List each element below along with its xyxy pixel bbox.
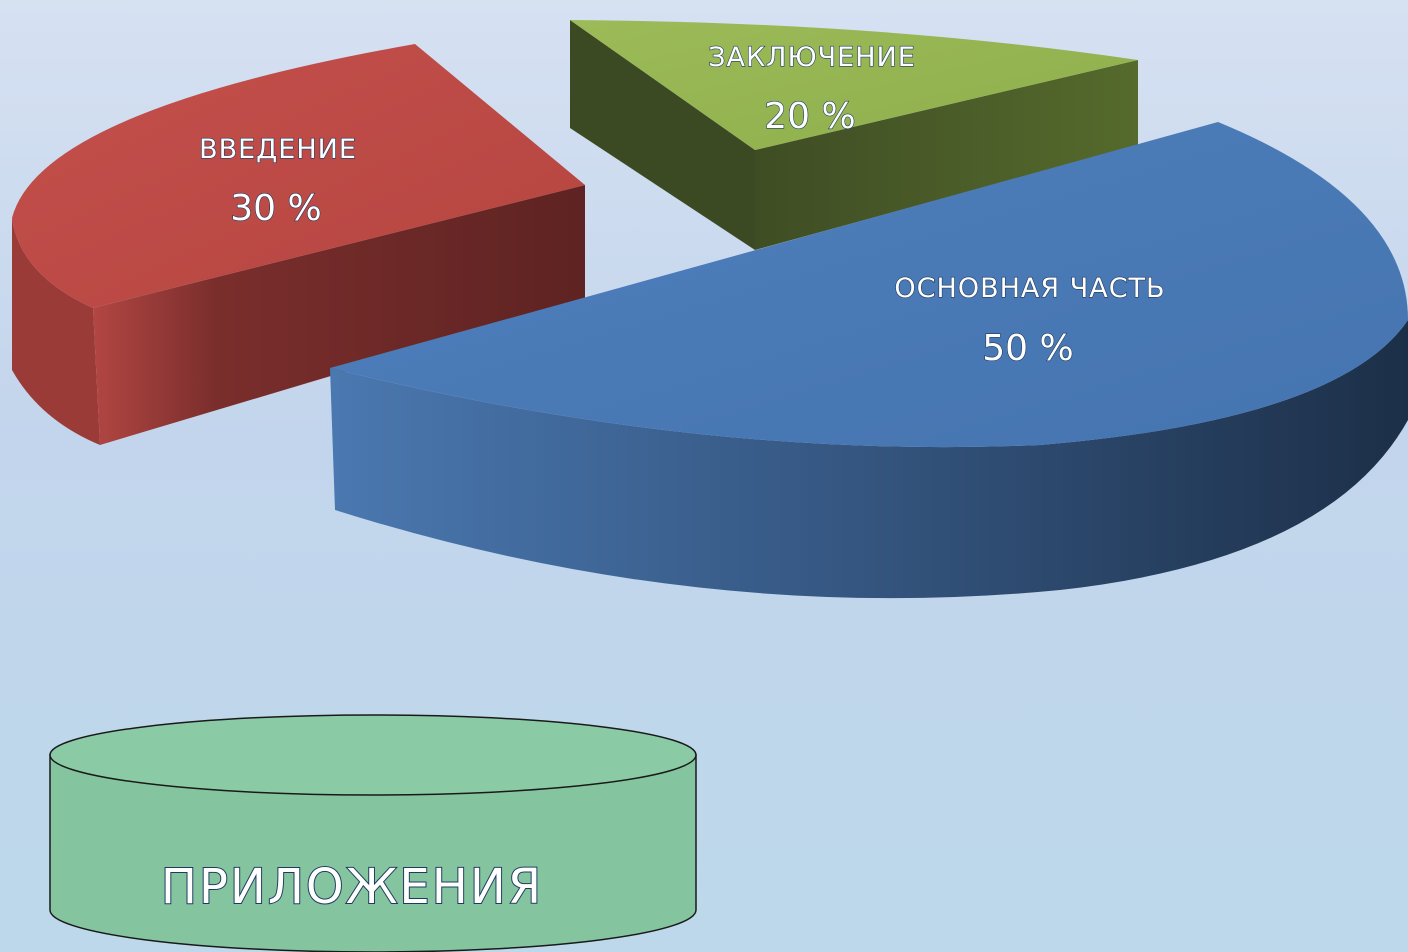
slice-label-red: ВВЕДЕНИЕ 30 %	[198, 133, 357, 229]
label-osnovnaya-name: ОСНОВНАЯ ЧАСТЬ	[894, 273, 1165, 304]
label-vvedenie-value: 30 %	[230, 188, 321, 229]
label-zaklyuchenie-value: 20 %	[764, 96, 855, 137]
label-zaklyuchenie-name: ЗАКЛЮЧЕНИЕ	[708, 42, 916, 73]
pie-slice-vvedenie	[12, 44, 585, 445]
label-osnovnaya-value: 50 %	[982, 328, 1073, 369]
label-vvedenie-name: ВВЕДЕНИЕ	[199, 134, 357, 165]
slice-label-green: ЗАКЛЮЧЕНИЕ 20 %	[708, 41, 916, 137]
pie-slice-osnovnaya-chast	[330, 122, 1408, 599]
pie-slice-zaklyuchenie	[570, 20, 1138, 250]
slice-label-blue: ОСНОВНАЯ ЧАСТЬ 50 %	[894, 272, 1165, 369]
appendix-cylinder: ПРИЛОЖЕНИЯ	[49, 714, 697, 952]
appendix-label: ПРИЛОЖЕНИЯ	[161, 859, 543, 915]
